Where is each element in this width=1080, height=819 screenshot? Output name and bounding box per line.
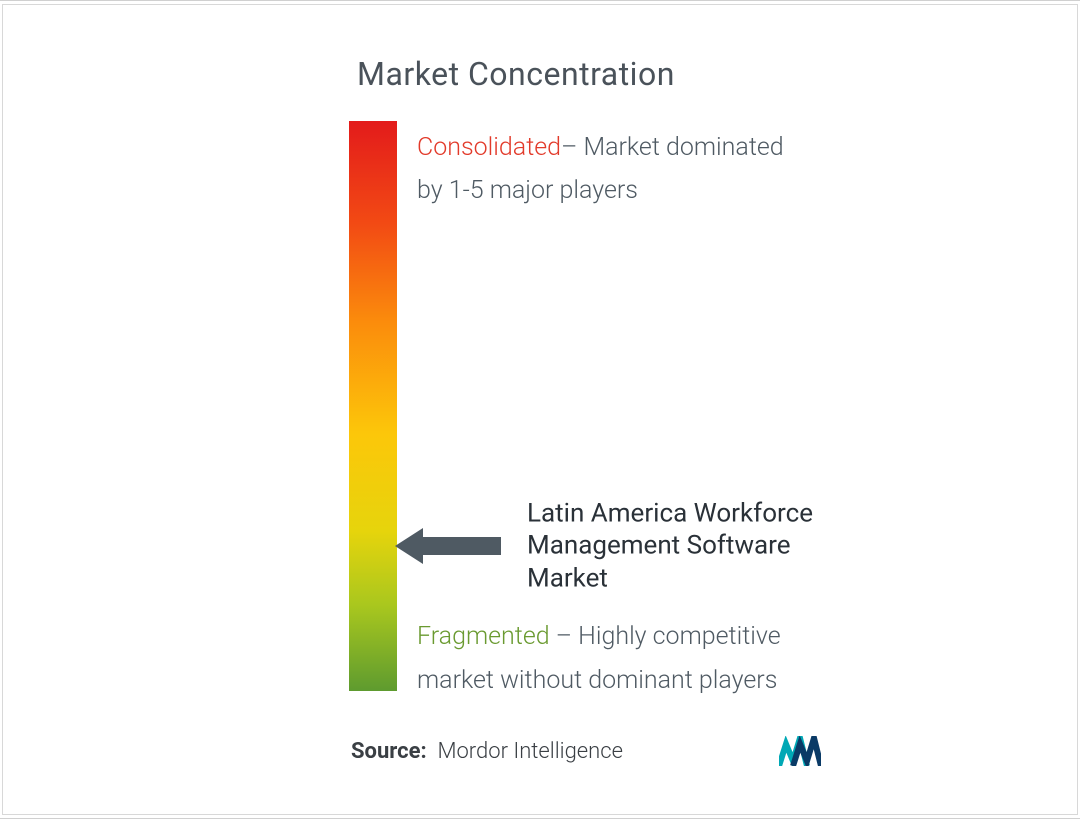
infographic-inner: Market Concentration Consolidated– Marke… [2, 4, 1078, 815]
brand-logo-icon [779, 736, 821, 766]
source-label: Source: [351, 739, 427, 764]
source-value: Mordor Intelligence [437, 739, 623, 764]
source-line: Source: Mordor Intelligence [351, 739, 623, 764]
fragmented-label: Fragmented – Highly competitive market w… [417, 615, 787, 703]
fragmented-term: Fragmented [417, 622, 550, 651]
market-arrow-icon [395, 524, 501, 568]
content-area: Consolidated– Market dominated by 1-5 ma… [349, 121, 1017, 691]
consolidated-label: Consolidated– Market dominated by 1-5 ma… [417, 127, 787, 212]
concentration-scale-bar [349, 121, 397, 691]
consolidated-term: Consolidated [417, 133, 561, 162]
footer: Source: Mordor Intelligence [351, 736, 821, 766]
infographic-frame: Market Concentration Consolidated– Marke… [0, 0, 1080, 819]
chart-title: Market Concentration [357, 55, 1017, 93]
market-name-label: Latin America Workforce Management Softw… [527, 497, 837, 595]
